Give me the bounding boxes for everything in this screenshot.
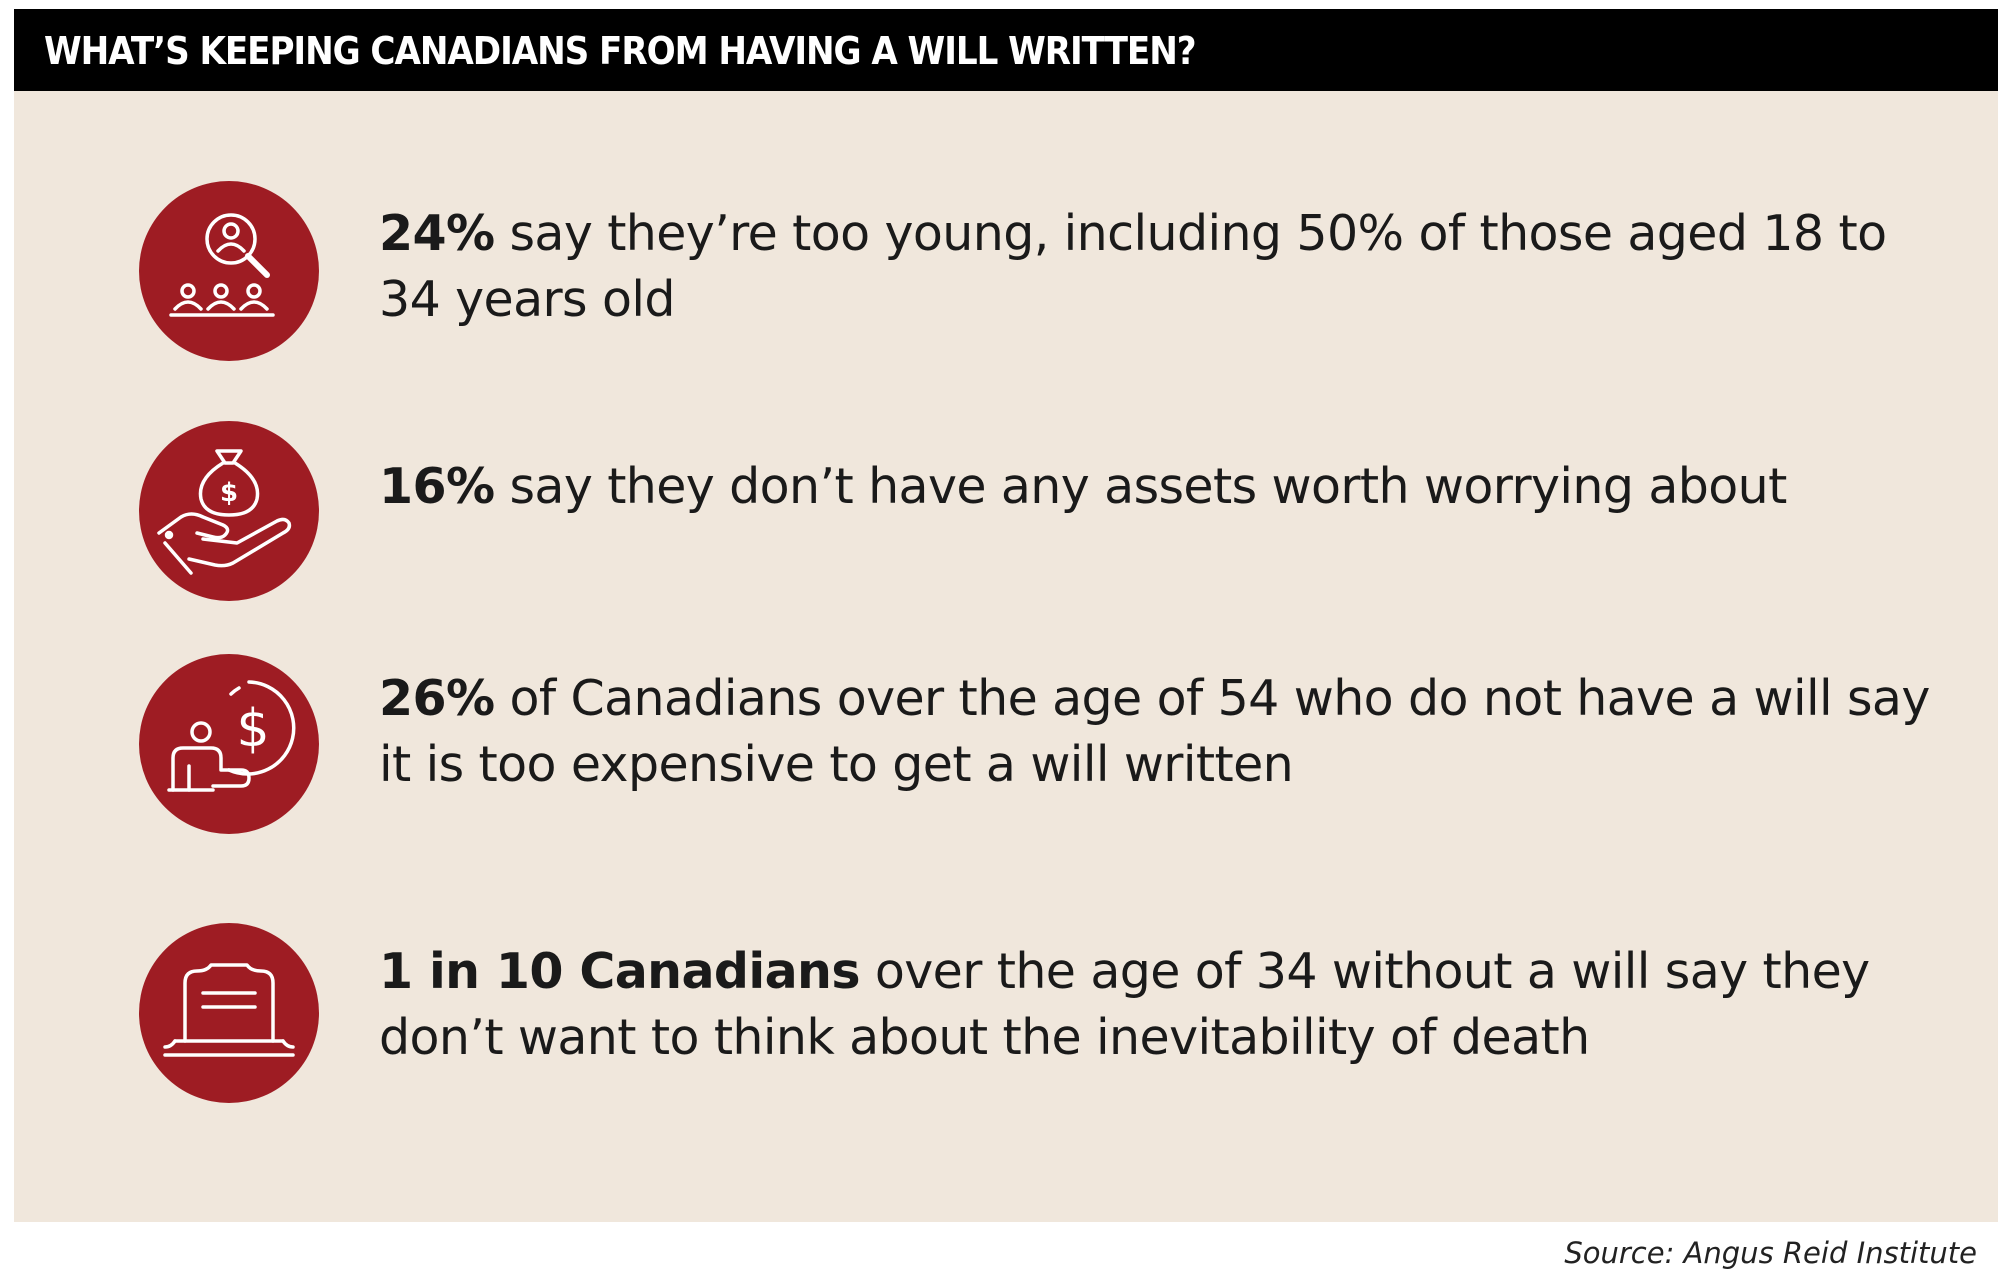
tombstone-icon	[139, 923, 319, 1103]
source-note: Source: Angus Reid Institute	[1564, 1236, 1977, 1270]
header-bar: WHAT’S KEEPING CANADIANS FROM HAVING A W…	[14, 9, 1998, 91]
item-stat: 26%	[379, 670, 495, 727]
item-stat: 24%	[379, 205, 495, 262]
item-text: 24% say they’re too young, including 50%…	[379, 201, 1939, 333]
item-description: of Canadians over the age of 54 who do n…	[379, 670, 1930, 793]
item-stat: 1 in 10 Canadians	[379, 943, 861, 1000]
person-dollar-icon: $	[139, 654, 319, 834]
item-description: over the age of 34 without a will say th…	[379, 943, 1870, 1066]
people-search-icon	[139, 181, 319, 361]
page-title: WHAT’S KEEPING CANADIANS FROM HAVING A W…	[44, 29, 1197, 73]
content-panel: 24% say they’re too young, including 50%…	[14, 91, 1998, 1222]
item-text: 16% say they don’t have any assets worth…	[379, 454, 1939, 520]
svg-text:$: $	[220, 478, 238, 508]
item-text: 26% of Canadians over the age of 54 who …	[379, 666, 1939, 798]
item-text: 1 in 10 Canadians over the age of 34 wit…	[379, 939, 1939, 1071]
item-stat: 16%	[379, 458, 495, 515]
svg-text:$: $	[236, 699, 269, 759]
hand-money-bag-icon: $	[139, 421, 319, 601]
item-description: say they don’t have any assets worth wor…	[494, 458, 1787, 515]
item-description: say they’re too young, including 50% of …	[379, 205, 1887, 328]
